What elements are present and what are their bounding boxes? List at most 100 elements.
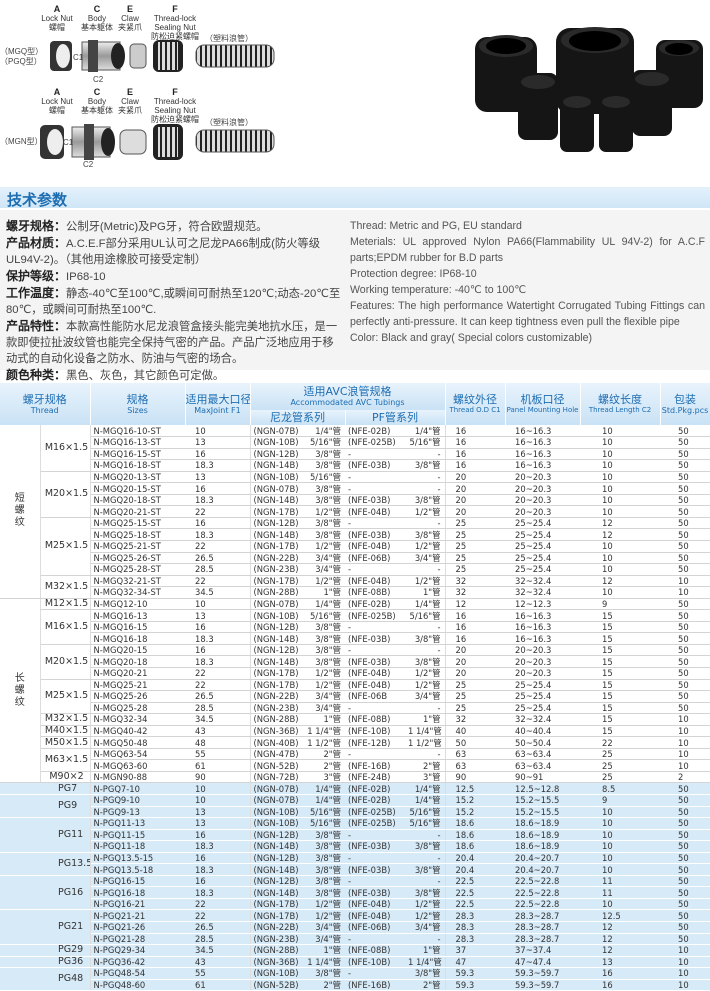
pf-code-cell: (NFE-04B) bbox=[345, 679, 405, 692]
pf-size-cell: 1"管 bbox=[405, 944, 446, 957]
spec-color-en: Color: Black and gray( Special colors cu… bbox=[350, 332, 592, 344]
thread-length-cell: 15 bbox=[580, 632, 661, 645]
max-joint-cell: 16 bbox=[185, 448, 250, 461]
package-cell: 50 bbox=[660, 840, 710, 853]
pf-code-cell: (NFE-04B) bbox=[345, 505, 405, 518]
nylon-size-cell: 3/4"管 bbox=[302, 552, 345, 565]
nylon-size-cell: 3"管 bbox=[302, 771, 345, 784]
size-cell: N-PGQ21-28 bbox=[89, 933, 185, 946]
nylon-size-cell: 1/2"管 bbox=[302, 505, 345, 518]
nylon-size-cell: 3/8"管 bbox=[302, 644, 345, 657]
thread-length-cell: 9 bbox=[580, 794, 661, 807]
package-cell: 50 bbox=[660, 829, 710, 842]
panel-hole-cell: 18.6~18.9 bbox=[505, 840, 581, 853]
panel-hole-cell: 20.4~20.7 bbox=[505, 863, 581, 876]
table-row: PG29 N-PGQ29-34 34.5 (NGN-28B) 1"管 (NFE-08B) 1… bbox=[0, 944, 710, 957]
size-cell: N-MGQ16-13-ST bbox=[89, 436, 185, 449]
thread-length-cell: 12.5 bbox=[580, 909, 661, 922]
thread-od-cell: 18.6 bbox=[444, 817, 506, 830]
size-cell: N-MGQ20-13-ST bbox=[89, 471, 185, 484]
max-joint-cell: 18.3 bbox=[185, 840, 250, 853]
nylon-size-cell: 3/8"管 bbox=[302, 852, 345, 865]
pf-code-cell: - bbox=[345, 621, 405, 634]
tube-label-row2: （塑料浪管） bbox=[205, 118, 253, 127]
size-cell: N-PGQ21-26 bbox=[89, 921, 185, 934]
pf-code-cell: (NFE-04B) bbox=[345, 575, 405, 588]
pf-code-cell: (NFE-10B) bbox=[345, 956, 405, 969]
nylon-code-cell: (NGN-36B) bbox=[249, 956, 302, 969]
nylon-code-cell: (NGN-10B) bbox=[249, 817, 302, 830]
thread-type-label: 长螺纹 bbox=[0, 598, 41, 784]
header-maxjoint: 适用最大口径 MaxJoint F1 bbox=[185, 383, 251, 425]
package-cell: 10 bbox=[660, 736, 710, 749]
pf-code-cell: - bbox=[345, 852, 405, 865]
thread-od-cell: 20 bbox=[444, 655, 506, 668]
pf-size-cell: 1/2"管 bbox=[405, 575, 446, 588]
pf-code-cell: (NFE-04B) bbox=[345, 540, 405, 553]
nylon-size-cell: 3/8"管 bbox=[302, 886, 345, 899]
thread-od-cell: 59.3 bbox=[444, 967, 506, 980]
thread-length-cell: 10 bbox=[580, 863, 661, 876]
nylon-size-cell: 1/2"管 bbox=[302, 667, 345, 680]
package-cell: 50 bbox=[660, 921, 710, 934]
thread-length-cell: 15 bbox=[580, 713, 661, 726]
nylon-code-cell: (NGN-28B) bbox=[249, 713, 302, 726]
size-cell: N-MGQ20-18 bbox=[89, 655, 185, 668]
thread-cell: M20×1.5 bbox=[40, 644, 91, 680]
thread-length-cell: 9 bbox=[580, 598, 661, 611]
pf-size-cell: 1/4"管 bbox=[405, 794, 446, 807]
package-cell: 10 bbox=[660, 586, 710, 599]
thread-length-cell: 25 bbox=[580, 771, 661, 784]
table-row: N-MGQ16-13-ST 13 (NGN-10B) 5/16"管 (NFE-025B)… bbox=[0, 436, 710, 449]
nylon-code-cell: (NGN-10B) bbox=[249, 436, 302, 449]
nylon-code-cell: (NGN-14B) bbox=[249, 459, 302, 472]
table-row: PG48 N-PGQ48-54 55 (NGN-10B) 3/8"管 -3/8"管 59.3… bbox=[0, 967, 710, 991]
panel-hole-cell: 59.3~59.7 bbox=[505, 967, 581, 980]
pf-size-cell: 1/2"管 bbox=[405, 505, 446, 518]
size-cell: N-MGQ25-21-ST bbox=[89, 540, 185, 553]
nylon-size-cell: 3/8"管 bbox=[302, 632, 345, 645]
thread-length-cell: 15 bbox=[580, 679, 661, 692]
pf-code-cell: (NFE-08B) bbox=[345, 713, 405, 726]
panel-hole-cell: 15.2~15.5 bbox=[505, 806, 581, 819]
pf-size-cell: 1/2"管 bbox=[405, 667, 446, 680]
pf-size-cell: 1/4"管 bbox=[405, 598, 446, 611]
thread-od-cell: 16 bbox=[444, 436, 506, 449]
nylon-size-cell: 1 1/4"管 bbox=[302, 956, 345, 969]
panel-hole-cell: 20~20.3 bbox=[505, 644, 581, 657]
size-cell: N-MGQ20-18-ST bbox=[89, 494, 185, 507]
max-joint-cell: 26.5 bbox=[185, 921, 250, 934]
pf-size-cell: 1 1/2"管 bbox=[405, 736, 446, 749]
table-row: PG13.5 N-PGQ13.5-15 16 (NGN-12B) 3/8"管 - -20.4… bbox=[0, 852, 710, 876]
max-joint-cell: 22 bbox=[185, 540, 250, 553]
panel-hole-cell: 16~16.3 bbox=[505, 609, 581, 622]
thread-length-cell: 10 bbox=[580, 852, 661, 865]
thread-od-cell: 12.5 bbox=[444, 782, 506, 795]
thread-od-cell: 25 bbox=[444, 679, 506, 692]
pf-code-cell: (NFE-10B) bbox=[345, 725, 405, 738]
dim-c1: C1 bbox=[73, 53, 84, 62]
package-cell: 2 bbox=[660, 771, 710, 784]
max-joint-cell: 34.5 bbox=[185, 944, 250, 957]
max-joint-cell: 18.3 bbox=[185, 863, 250, 876]
nylon-size-cell: 3/8"管 bbox=[302, 482, 345, 495]
thread-cell: M12×1.5 bbox=[40, 598, 91, 611]
panel-hole-cell: 18.6~18.9 bbox=[505, 817, 581, 830]
panel-hole-cell: 20~20.3 bbox=[505, 655, 581, 668]
thread-od-cell: 50 bbox=[444, 736, 506, 749]
max-joint-cell: 28.5 bbox=[185, 563, 250, 576]
thread-cell: M90×2 bbox=[40, 771, 91, 784]
nylon-size-cell: 1/2"管 bbox=[302, 909, 345, 922]
tube-label: （塑料浪管） bbox=[205, 34, 253, 43]
panel-hole-cell: 25~25.4 bbox=[505, 679, 581, 692]
thread-cell: PG9 bbox=[0, 794, 91, 819]
pf-size-cell: 2"管 bbox=[405, 979, 446, 991]
thread-od-cell: 16 bbox=[444, 459, 506, 472]
thread-cell: M16×1.5 bbox=[40, 609, 91, 645]
pf-code-cell: (NFE-025B) bbox=[345, 436, 405, 449]
pf-code-cell: (NFE-03B) bbox=[345, 528, 405, 541]
panel-hole-cell: 20~20.3 bbox=[505, 667, 581, 680]
dim-c1-row2: C1 bbox=[63, 138, 74, 147]
panel-hole-cell: 16~16.3 bbox=[505, 448, 581, 461]
table-row: M32×1.5 N-MGQ32-34 34.5 (NGN-28B) 1"管 (NFE-08… bbox=[0, 713, 710, 726]
